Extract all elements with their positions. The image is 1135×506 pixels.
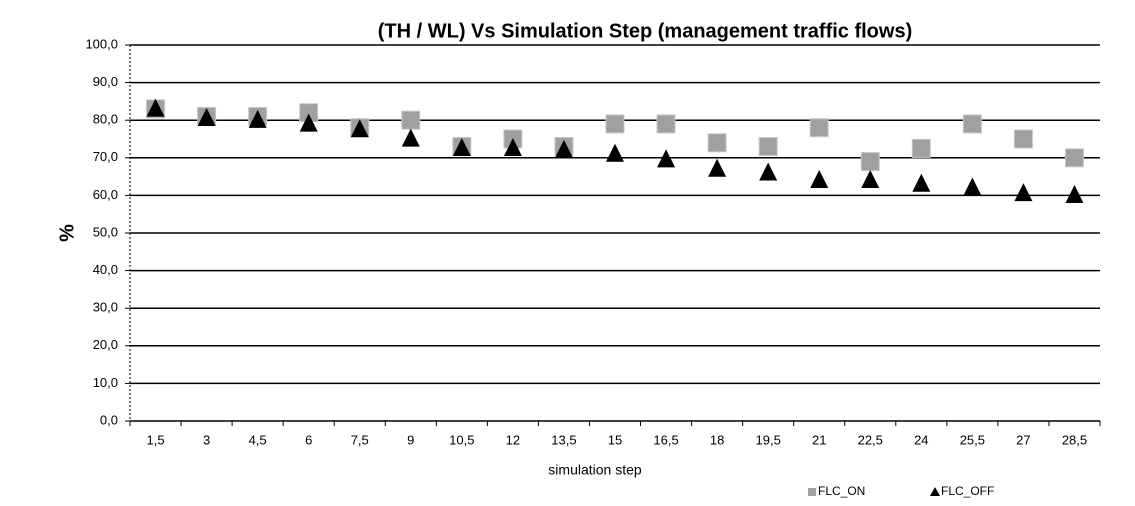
x-tick-label: 28,5	[1062, 432, 1087, 447]
legend-marker	[808, 488, 816, 496]
legend-label: FLC_OFF	[941, 484, 994, 498]
x-tick-label: 21	[812, 432, 826, 447]
y-tick-label: 50,0	[93, 224, 118, 239]
x-tick-label: 7,5	[351, 432, 369, 447]
x-tick-label: 3	[203, 432, 210, 447]
marker-square	[707, 133, 727, 153]
x-tick-label: 15	[608, 432, 622, 447]
marker-triangle	[554, 139, 573, 158]
x-tick-label: 19,5	[756, 432, 781, 447]
y-tick-label: 0,0	[100, 412, 118, 427]
legend-marker	[930, 487, 940, 496]
x-tick-label: 6	[305, 432, 312, 447]
y-tick-label: 80,0	[93, 112, 118, 127]
marker-square	[656, 114, 676, 134]
y-tick-label: 70,0	[93, 149, 118, 164]
x-tick-label: 9	[407, 432, 414, 447]
marker-triangle	[401, 128, 420, 147]
x-tick-label: 12	[506, 432, 520, 447]
x-tick-label: 13,5	[551, 432, 576, 447]
marker-square	[962, 114, 982, 134]
marker-square	[758, 137, 778, 157]
x-tick-label: 22,5	[858, 432, 883, 447]
marker-square	[1013, 129, 1033, 149]
marker-triangle	[810, 170, 829, 189]
marker-triangle	[963, 177, 982, 196]
y-tick-label: 20,0	[93, 337, 118, 352]
marker-square	[911, 138, 931, 158]
x-tick-label: 16,5	[653, 432, 678, 447]
marker-triangle	[350, 119, 369, 138]
marker-triangle	[1065, 185, 1084, 204]
x-tick-label: 27	[1016, 432, 1030, 447]
y-tick-label: 30,0	[93, 300, 118, 315]
marker-triangle	[606, 143, 624, 162]
marker-triangle	[1014, 183, 1033, 202]
marker-triangle	[146, 98, 165, 117]
marker-triangle	[708, 158, 727, 177]
marker-triangle	[657, 149, 676, 168]
y-tick-label: 100,0	[85, 36, 118, 51]
y-tick-label: 40,0	[93, 262, 118, 277]
marker-triangle	[861, 170, 880, 189]
marker-triangle	[248, 109, 267, 128]
y-axis-label: %	[56, 224, 78, 242]
marker-triangle	[452, 138, 471, 157]
x-tick-label: 18	[710, 432, 724, 447]
marker-triangle	[759, 162, 778, 181]
marker-square	[860, 152, 880, 172]
x-tick-label: 10,5	[449, 432, 474, 447]
chart-title: (TH / WL) Vs Simulation Step (management…	[378, 20, 912, 42]
x-axis-label: simulation step	[548, 462, 642, 478]
legend-label: FLC_ON	[818, 484, 865, 498]
marker-square	[809, 118, 829, 138]
y-tick-label: 10,0	[93, 375, 118, 390]
x-tick-label: 24	[914, 432, 928, 447]
x-tick-label: 4,5	[249, 432, 267, 447]
x-tick-label: 25,5	[960, 432, 985, 447]
marker-triangle	[912, 173, 931, 192]
marker-triangle	[197, 107, 216, 126]
marker-square	[605, 114, 625, 134]
y-tick-label: 60,0	[93, 187, 118, 202]
x-tick-label: 1,5	[146, 432, 164, 447]
marker-square	[1064, 148, 1084, 168]
marker-triangle	[299, 113, 318, 132]
marker-triangle	[503, 138, 522, 157]
marker-square	[401, 110, 421, 130]
y-tick-label: 90,0	[93, 74, 118, 89]
